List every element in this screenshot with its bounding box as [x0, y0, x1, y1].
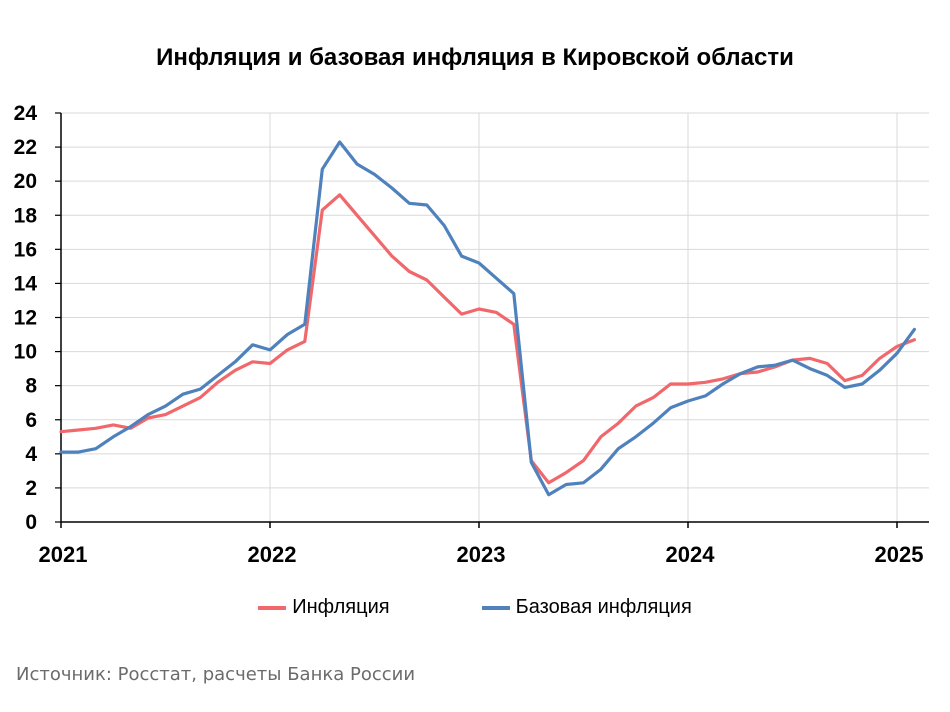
y-tick-label: 4 — [25, 443, 37, 466]
x-tick-label: 2023 — [457, 542, 506, 567]
y-tick-label: 24 — [14, 102, 38, 125]
x-tick-label: 2025 — [875, 542, 924, 567]
y-tick-label: 16 — [14, 238, 37, 261]
y-tick-label: 8 — [25, 375, 37, 398]
legend-item-inflation: Инфляция — [258, 596, 390, 619]
series-line-inflation — [59, 193, 917, 485]
y-tick-label: 2 — [25, 477, 37, 500]
y-tick-label: 14 — [14, 272, 38, 295]
series-lines — [59, 140, 917, 497]
y-tick-label: 22 — [14, 136, 37, 159]
legend-swatch-core-inflation — [481, 605, 510, 610]
y-tick-label: 10 — [14, 341, 37, 364]
y-tick-label: 6 — [25, 409, 37, 432]
gridlines — [60, 112, 929, 522]
series-line-core-inflation — [59, 140, 917, 497]
x-tick-label: 2022 — [248, 542, 297, 567]
y-tick-label: 0 — [25, 511, 37, 534]
x-tick-label: 2024 — [666, 542, 716, 567]
x-tick-labels: 2021 2022 2023 2024 2025 — [39, 542, 924, 567]
legend-swatch-inflation — [258, 605, 287, 610]
chart-title: Инфляция и базовая инфляция в Кировской … — [156, 44, 794, 71]
source-note: Источник: Росстат, расчеты Банка России — [16, 664, 416, 685]
legend: Инфляция Базовая инфляция — [0, 596, 950, 619]
x-tick-label: 2021 — [39, 542, 88, 567]
legend-label-core-inflation: Базовая инфляция — [515, 596, 692, 618]
legend-label-inflation: Инфляция — [292, 596, 390, 618]
y-tick-label: 20 — [14, 170, 37, 193]
y-tick-label: 12 — [14, 307, 37, 330]
legend-item-core-inflation: Базовая инфляция — [481, 596, 692, 619]
axes — [55, 112, 929, 528]
y-tick-label: 18 — [14, 204, 38, 227]
